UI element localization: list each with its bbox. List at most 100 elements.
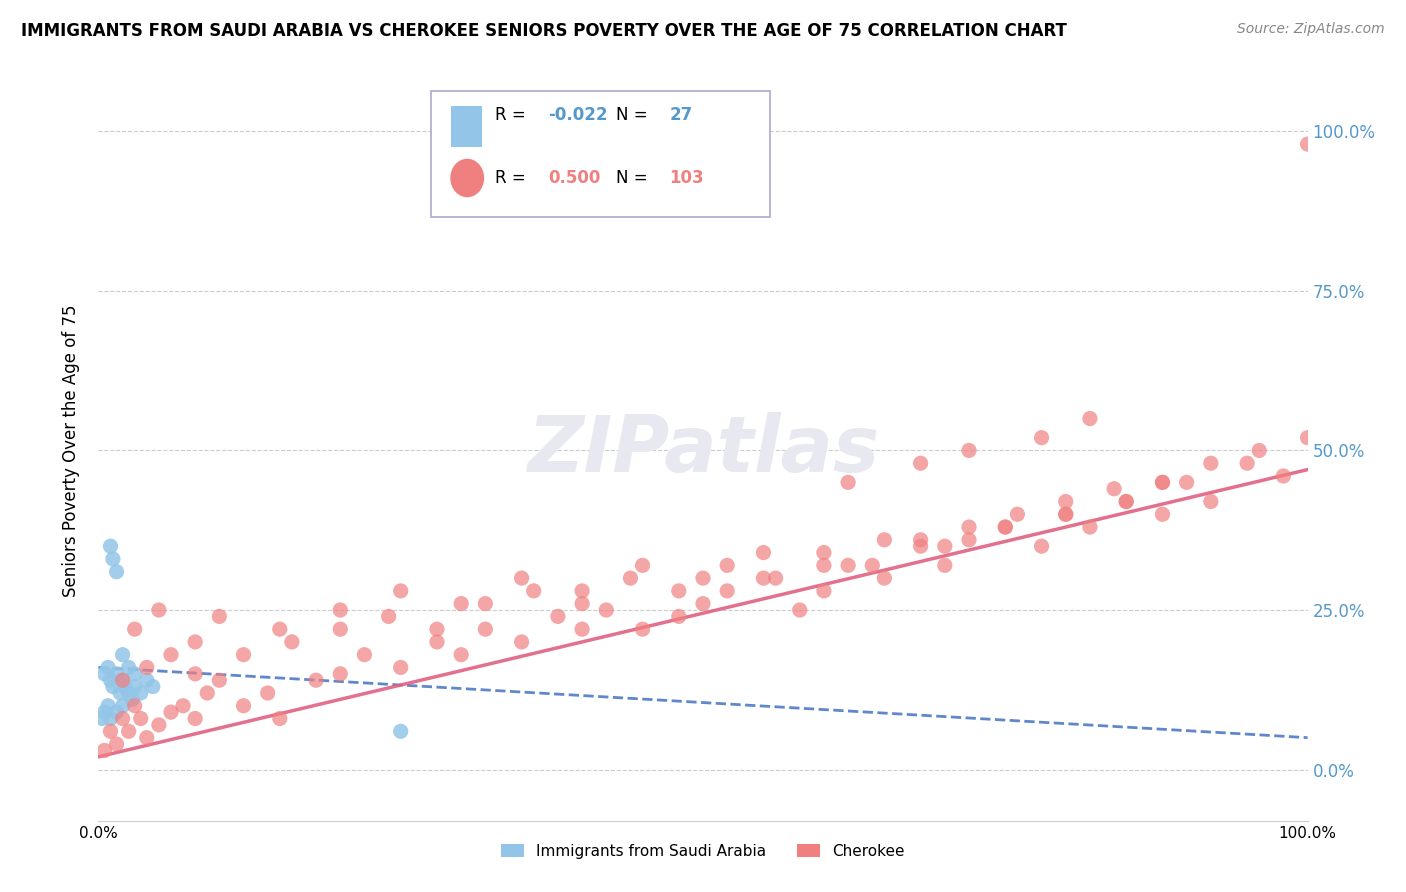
Point bbox=[172, 698, 194, 713]
Text: IMMIGRANTS FROM SAUDI ARABIA VS CHEROKEE SENIORS POVERTY OVER THE AGE OF 75 CORR: IMMIGRANTS FROM SAUDI ARABIA VS CHEROKEE… bbox=[21, 22, 1067, 40]
Point bbox=[305, 673, 328, 688]
Point bbox=[1249, 443, 1271, 458]
FancyBboxPatch shape bbox=[432, 91, 769, 218]
Point bbox=[957, 520, 980, 534]
Point bbox=[121, 692, 143, 706]
Point bbox=[837, 475, 859, 490]
Point bbox=[692, 597, 714, 611]
Point bbox=[129, 686, 152, 700]
Point bbox=[957, 443, 980, 458]
Point bbox=[208, 609, 231, 624]
Point bbox=[837, 558, 859, 573]
Point bbox=[994, 520, 1017, 534]
Point bbox=[129, 712, 152, 726]
Point bbox=[160, 705, 183, 719]
Point bbox=[124, 680, 146, 694]
Point bbox=[957, 533, 980, 547]
Point bbox=[389, 583, 412, 598]
Point bbox=[1296, 137, 1319, 152]
Point bbox=[1054, 508, 1077, 522]
Point bbox=[631, 622, 654, 636]
Point bbox=[510, 571, 533, 585]
Point bbox=[860, 558, 883, 573]
Point bbox=[934, 558, 956, 573]
Point bbox=[160, 648, 183, 662]
Text: R =: R = bbox=[495, 169, 531, 187]
Point bbox=[93, 743, 115, 757]
Text: R =: R = bbox=[495, 106, 531, 124]
Point bbox=[813, 583, 835, 598]
Point bbox=[571, 583, 593, 598]
Point bbox=[1236, 456, 1258, 470]
Point bbox=[389, 660, 412, 674]
Text: ZIPatlas: ZIPatlas bbox=[527, 412, 879, 489]
Point bbox=[1115, 494, 1137, 508]
Point bbox=[101, 552, 124, 566]
Point bbox=[571, 622, 593, 636]
Point bbox=[97, 698, 120, 713]
Point bbox=[93, 666, 115, 681]
Point bbox=[1054, 494, 1077, 508]
Point bbox=[571, 597, 593, 611]
Point bbox=[91, 712, 114, 726]
Point bbox=[105, 737, 128, 751]
Point bbox=[692, 571, 714, 585]
Point bbox=[873, 571, 896, 585]
Point bbox=[108, 686, 131, 700]
Point bbox=[474, 597, 496, 611]
Point bbox=[910, 456, 932, 470]
Point bbox=[789, 603, 811, 617]
Point bbox=[256, 686, 278, 700]
Point bbox=[426, 635, 449, 649]
Point bbox=[142, 680, 165, 694]
Text: -0.022: -0.022 bbox=[548, 106, 607, 124]
Point bbox=[124, 622, 146, 636]
Point bbox=[1175, 475, 1198, 490]
Point bbox=[716, 583, 738, 598]
Y-axis label: Seniors Poverty Over the Age of 75: Seniors Poverty Over the Age of 75 bbox=[62, 304, 80, 597]
Text: 0.500: 0.500 bbox=[548, 169, 600, 187]
Point bbox=[668, 583, 690, 598]
Point bbox=[269, 622, 291, 636]
Point bbox=[93, 705, 115, 719]
Point bbox=[105, 705, 128, 719]
Point bbox=[426, 622, 449, 636]
Point bbox=[765, 571, 787, 585]
Point bbox=[716, 558, 738, 573]
Point bbox=[523, 583, 546, 598]
Point bbox=[135, 731, 157, 745]
Point bbox=[1115, 494, 1137, 508]
Point bbox=[1031, 431, 1053, 445]
Point bbox=[232, 648, 254, 662]
Point bbox=[1078, 520, 1101, 534]
Point bbox=[184, 635, 207, 649]
Point bbox=[1102, 482, 1125, 496]
Point bbox=[118, 724, 141, 739]
Point bbox=[135, 673, 157, 688]
Point bbox=[208, 673, 231, 688]
Point bbox=[148, 718, 170, 732]
Point bbox=[474, 622, 496, 636]
Point bbox=[752, 545, 775, 559]
Point bbox=[377, 609, 399, 624]
Point bbox=[994, 520, 1017, 534]
Point bbox=[595, 603, 617, 617]
Point bbox=[100, 724, 122, 739]
Point bbox=[148, 603, 170, 617]
Point bbox=[547, 609, 569, 624]
Point bbox=[752, 571, 775, 585]
Point bbox=[329, 622, 352, 636]
Point bbox=[111, 673, 134, 688]
Text: Source: ZipAtlas.com: Source: ZipAtlas.com bbox=[1237, 22, 1385, 37]
Point bbox=[1054, 508, 1077, 522]
Point bbox=[934, 539, 956, 553]
Point bbox=[111, 712, 134, 726]
Point bbox=[195, 686, 218, 700]
Point bbox=[118, 686, 141, 700]
Point bbox=[873, 533, 896, 547]
Ellipse shape bbox=[450, 159, 484, 197]
Point bbox=[510, 635, 533, 649]
Point bbox=[100, 673, 122, 688]
Point bbox=[1031, 539, 1053, 553]
Point bbox=[813, 545, 835, 559]
